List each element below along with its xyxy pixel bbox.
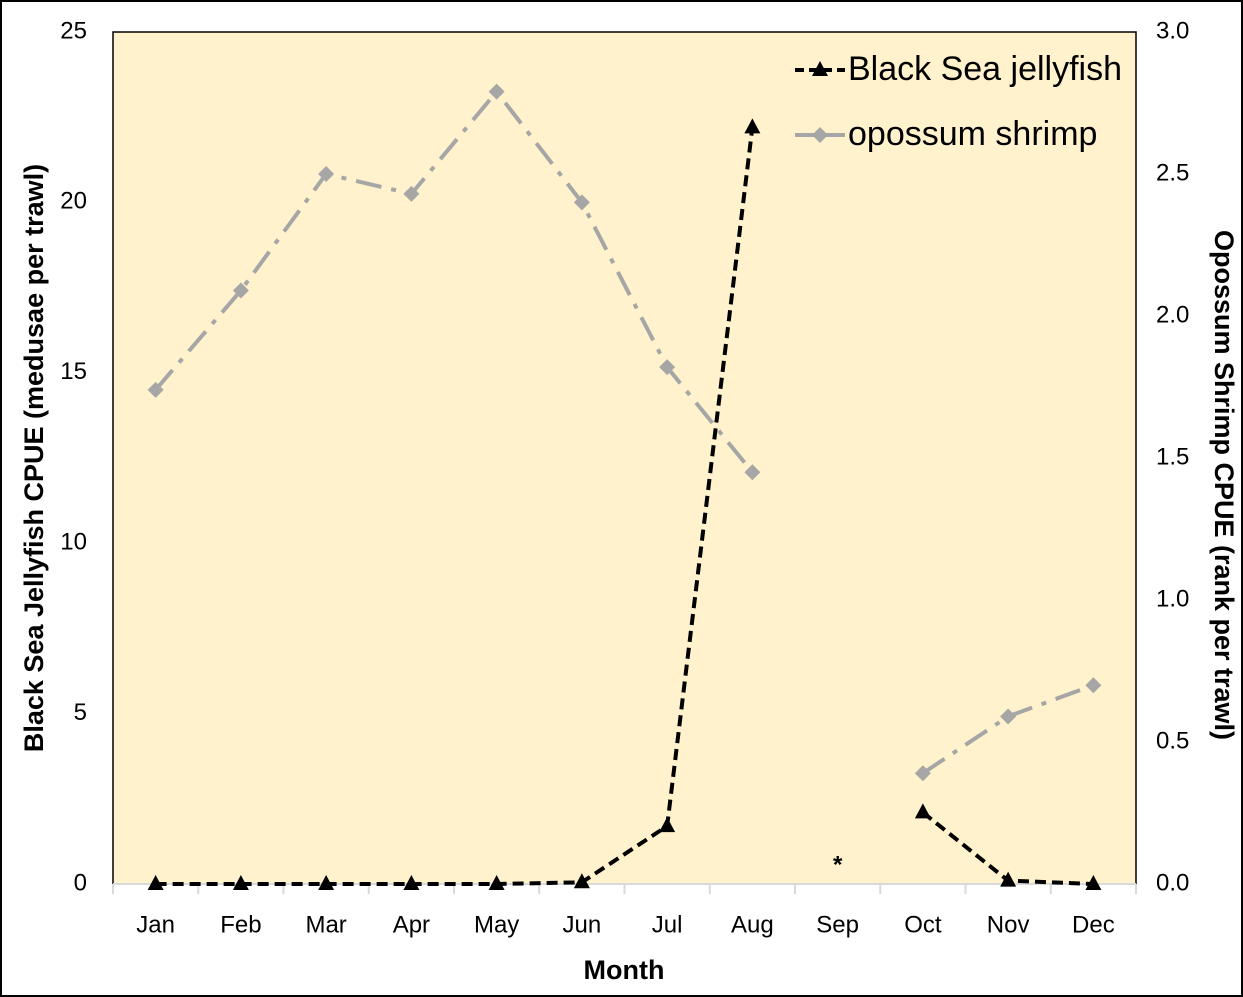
x-tick-label: Mar [305,911,346,938]
data-point [744,118,761,134]
y-axis-title: Black Sea Jellyfish CPUE (medusae per tr… [19,164,49,752]
x-tick-label: Jul [652,911,683,938]
data-point [744,464,761,481]
data-point [1000,871,1017,887]
x-tick-label: Feb [220,911,261,938]
data-point [403,875,420,890]
x-tick-label: Apr [393,911,430,938]
y-tick-label: 10 [60,529,87,556]
legend-marker [812,127,828,143]
data-point [318,875,335,890]
x-tick-label: Aug [731,911,774,938]
x-tick-label: Jan [136,911,175,938]
data-point [573,873,590,889]
y2-tick-label: 0.5 [1156,727,1189,754]
y2-tick-label: 0.0 [1156,869,1189,896]
data-point [488,875,505,890]
plot-background [112,31,1137,885]
y2-tick-label: 3.0 [1156,17,1189,44]
data-point [1085,677,1102,694]
data-point [147,875,164,890]
series-line [155,127,755,886]
data-point [659,359,676,376]
annotation: * [833,851,843,878]
y2-tick-label: 2.0 [1156,301,1189,328]
y-tick-label: 25 [60,17,87,44]
data-point [232,875,249,890]
x-tick-label: May [474,911,519,938]
data-point [1085,875,1102,890]
data-point [659,817,676,833]
data-point [573,194,590,211]
data-point [1000,708,1017,725]
y-tick-label: 5 [74,699,87,726]
data-point [914,765,931,782]
x-tick-label: Sep [816,911,859,938]
y-tick-label: 15 [60,358,87,385]
data-point [147,381,164,398]
y2-tick-label: 1.0 [1156,585,1189,612]
y2-tick-label: 1.5 [1156,443,1189,470]
legend-label: opossum shrimp [848,115,1097,153]
data-point [318,166,335,182]
data-point [232,282,249,299]
x-axis-title: Month [584,955,665,985]
data-point [403,185,420,202]
data-point [914,803,931,819]
y2-axis-title: Opossum Shrimp CPUE (rank per trawl) [1209,230,1239,740]
data-point [488,83,505,100]
legend-label: Black Sea jellyfish [848,50,1122,88]
y-tick-label: 20 [60,188,87,215]
series-line [154,88,754,474]
legend-marker [812,61,828,76]
x-tick-label: Jun [563,911,602,938]
y2-tick-label: 2.5 [1156,159,1189,186]
y-tick-label: 0 [74,869,87,896]
x-tick-label: Dec [1072,911,1115,938]
x-tick-label: Oct [904,911,942,938]
x-tick-label: Nov [987,911,1030,938]
